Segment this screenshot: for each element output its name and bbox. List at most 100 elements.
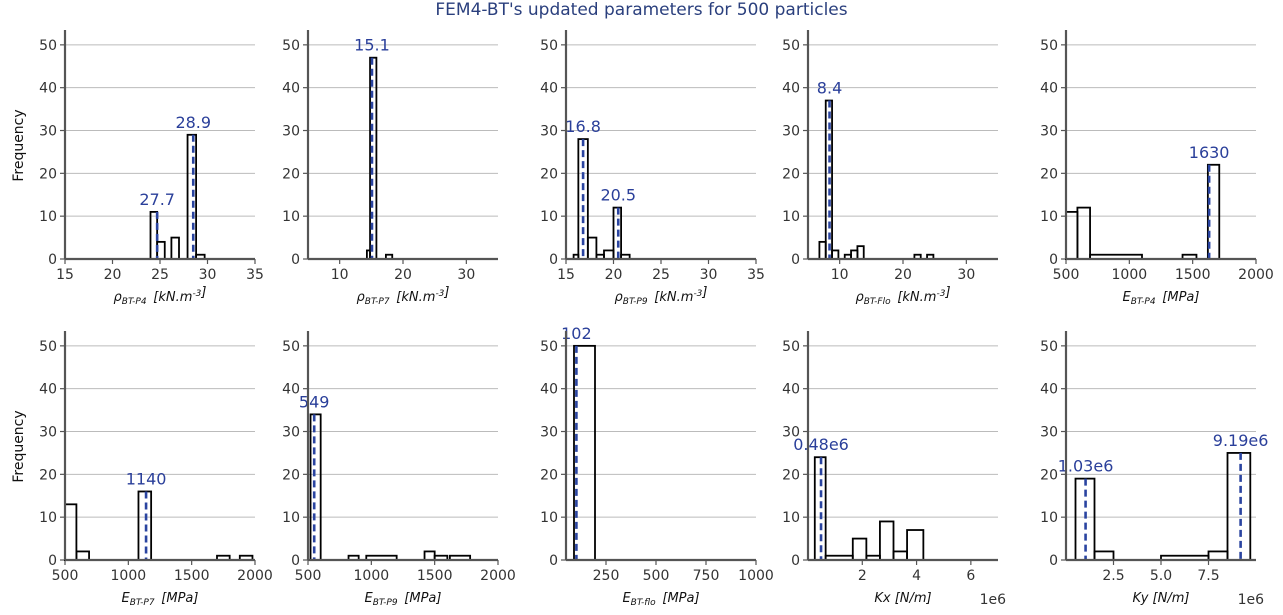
x-tick-label: 1500 bbox=[174, 568, 210, 584]
x-tick-label: 1000 bbox=[111, 568, 147, 584]
y-axis-label: Frequency bbox=[11, 109, 27, 181]
y-tick-label: 40 bbox=[782, 81, 800, 97]
y-tick-label: 50 bbox=[782, 38, 800, 54]
y-tick-label: 30 bbox=[39, 124, 57, 140]
y-tick-label: 30 bbox=[782, 124, 800, 140]
axis-offset-label: 1e6 bbox=[1238, 592, 1265, 608]
y-tick-label: 10 bbox=[282, 510, 300, 526]
x-tick-label: 2000 bbox=[1238, 267, 1274, 283]
x-tick-label: 25 bbox=[652, 267, 670, 283]
y-tick-label: 10 bbox=[39, 209, 57, 225]
histogram-panel-1: 0 10 20 30 40 50 15 20 25 30 35 27.7 28.9 ρBT-P4 [kN.… bbox=[39, 30, 264, 307]
x-axis-label: EBT-P7 [MPa] bbox=[122, 591, 199, 608]
x-tick-label: 500 bbox=[295, 568, 322, 584]
histogram-bar bbox=[1226, 452, 1252, 561]
y-tick-label: 0 bbox=[291, 252, 300, 268]
x-tick-label: 500 bbox=[1053, 267, 1080, 283]
y-tick-label: 20 bbox=[782, 467, 800, 483]
histogram-bar bbox=[186, 133, 198, 260]
x-tick-label: 15 bbox=[557, 267, 575, 283]
y-tick-label: 40 bbox=[782, 382, 800, 398]
y-tick-label: 20 bbox=[282, 166, 300, 182]
x-tick-label: 1500 bbox=[1175, 267, 1211, 283]
y-tick-label: 30 bbox=[39, 425, 57, 441]
histogram-bar bbox=[309, 413, 322, 561]
y-tick-label: 0 bbox=[549, 553, 558, 569]
x-tick-label: 4 bbox=[912, 568, 921, 584]
histogram-bar bbox=[856, 245, 865, 260]
y-tick-label: 0 bbox=[1049, 252, 1058, 268]
mean-value-label: 102 bbox=[561, 324, 592, 343]
y-tick-label: 20 bbox=[540, 166, 558, 182]
y-tick-label: 0 bbox=[291, 553, 300, 569]
y-tick-label: 0 bbox=[791, 252, 800, 268]
y-tick-label: 0 bbox=[48, 553, 57, 569]
histogram-panel-10: 0 10 20 30 40 50 2.5 5.0 7.5 1.03e6 9.19e6 Ky [N/m]… bbox=[1040, 331, 1268, 608]
y-tick-label: 50 bbox=[39, 339, 57, 355]
y-tick-label: 0 bbox=[1049, 553, 1058, 569]
mean-value-label: 8.4 bbox=[817, 79, 842, 98]
histogram-bar bbox=[423, 550, 436, 561]
y-tick-label: 50 bbox=[782, 339, 800, 355]
histogram-bar bbox=[879, 520, 895, 561]
x-axis-label: ρBT-P9 [kN.m-3] bbox=[615, 285, 708, 307]
y-tick-label: 30 bbox=[282, 425, 300, 441]
mean-value-label: 28.9 bbox=[175, 113, 211, 132]
y-tick-label: 20 bbox=[540, 467, 558, 483]
x-tick-label: 10 bbox=[831, 267, 849, 283]
x-tick-label: 15 bbox=[56, 267, 74, 283]
y-tick-label: 20 bbox=[1040, 166, 1058, 182]
x-tick-label: 30 bbox=[457, 267, 475, 283]
x-tick-label: 5.0 bbox=[1150, 568, 1172, 584]
histogram-panel-7: 0 10 20 30 40 50 500 1000 1500 2000 549 EBT-P9 [MPa… bbox=[282, 331, 516, 608]
y-tick-label: 40 bbox=[282, 81, 300, 97]
y-tick-label: 10 bbox=[1040, 209, 1058, 225]
y-tick-label: 50 bbox=[1040, 339, 1058, 355]
x-tick-label: 30 bbox=[700, 267, 718, 283]
y-tick-label: 20 bbox=[39, 166, 57, 182]
histogram-panel-5: 0 10 20 30 40 50 500 1000 1500 2000 1630 EBT-P4 [MP… bbox=[1040, 30, 1274, 307]
histogram-bar bbox=[64, 503, 78, 561]
histogram-bar bbox=[170, 236, 180, 260]
y-tick-label: 40 bbox=[540, 81, 558, 97]
x-axis-label: EBT-P9 [MPa] bbox=[365, 591, 442, 608]
x-tick-label: 20 bbox=[605, 267, 623, 283]
y-tick-label: 30 bbox=[282, 124, 300, 140]
histogram-panel-4: 0 10 20 30 40 50 10 20 30 8.4 ρBT-Flo [kN.m-3] bbox=[782, 30, 998, 307]
x-tick-label: 20 bbox=[104, 267, 122, 283]
y-tick-label: 10 bbox=[282, 209, 300, 225]
y-tick-label: 40 bbox=[540, 382, 558, 398]
y-tick-label: 10 bbox=[39, 510, 57, 526]
x-tick-label: 1500 bbox=[417, 568, 453, 584]
y-tick-label: 10 bbox=[540, 510, 558, 526]
histogram-bar bbox=[892, 550, 908, 561]
x-tick-label: 2 bbox=[858, 568, 867, 584]
y-tick-label: 10 bbox=[782, 209, 800, 225]
y-tick-label: 40 bbox=[39, 382, 57, 398]
x-axis-label: EBT-P4 [MPa] bbox=[1123, 290, 1200, 307]
y-tick-label: 10 bbox=[540, 209, 558, 225]
mean-value-label: 15.1 bbox=[354, 36, 390, 55]
y-tick-label: 10 bbox=[782, 510, 800, 526]
x-tick-label: 35 bbox=[246, 267, 264, 283]
histogram-bar bbox=[603, 249, 615, 260]
mean-value-label: 27.7 bbox=[139, 190, 175, 209]
x-axis-label: Ky [N/m] bbox=[1133, 591, 1190, 606]
y-tick-label: 50 bbox=[540, 339, 558, 355]
mean-value-label: 0.48e6 bbox=[793, 435, 849, 454]
mean-value-label: 9.19e6 bbox=[1213, 431, 1269, 450]
mean-value-label: 549 bbox=[299, 392, 330, 411]
figure-title: FEM4-BT's updated parameters for 500 par… bbox=[435, 0, 848, 20]
y-tick-label: 40 bbox=[1040, 81, 1058, 97]
x-tick-label: 1000 bbox=[354, 568, 390, 584]
histogram-bar bbox=[1065, 210, 1079, 260]
x-tick-label: 20 bbox=[394, 267, 412, 283]
y-tick-label: 50 bbox=[39, 38, 57, 54]
x-axis-label: ρBT-P4 [kN.m-3] bbox=[114, 285, 207, 307]
y-tick-label: 30 bbox=[1040, 124, 1058, 140]
histogram-bar bbox=[586, 236, 598, 260]
histogram-panel-9: 0 10 20 30 40 50 2 4 6 0.48e6 Kx [N/m] 1e6 bbox=[782, 331, 1006, 608]
histogram-bar bbox=[75, 550, 90, 561]
histogram-bar bbox=[906, 529, 925, 561]
x-tick-label: 500 bbox=[643, 568, 670, 584]
